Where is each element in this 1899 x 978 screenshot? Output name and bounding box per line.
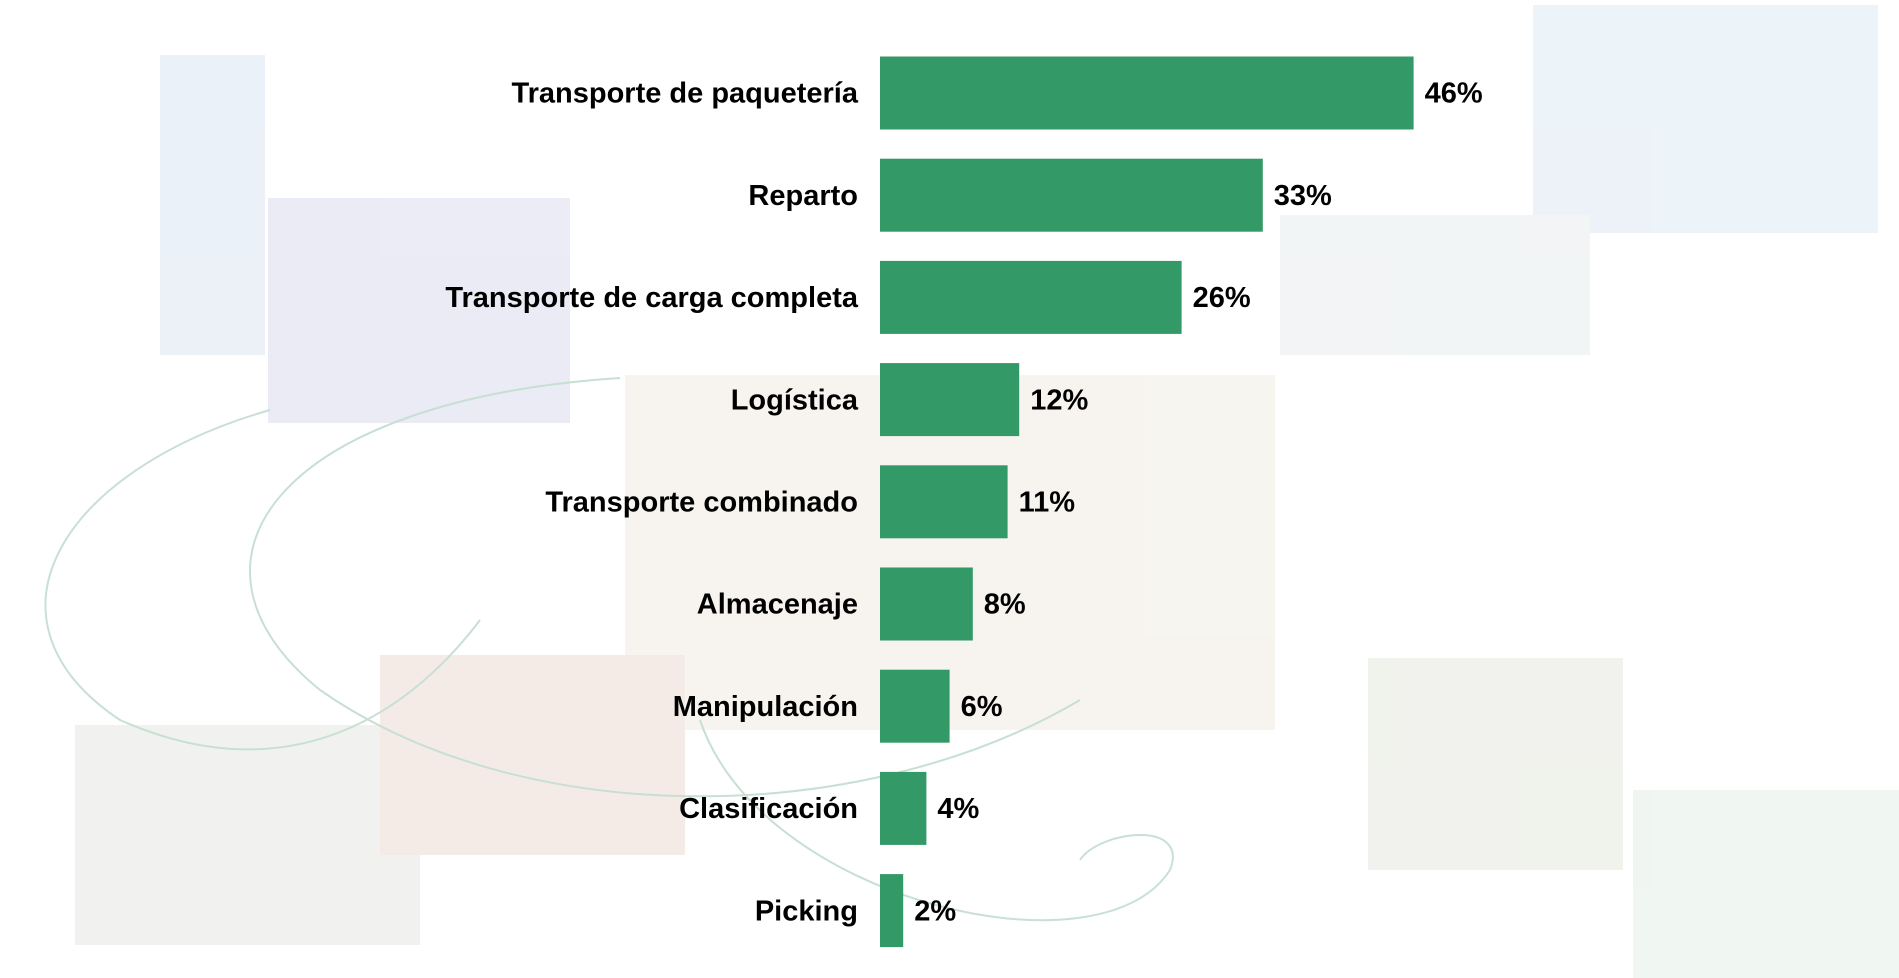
category-label: Manipulación <box>673 691 858 723</box>
category-label: Transporte combinado <box>545 486 858 518</box>
value-label: 4% <box>937 793 979 825</box>
photo-road <box>1633 790 1899 978</box>
bar <box>880 158 1263 232</box>
photo-ship <box>1533 5 1878 233</box>
category-label: Almacenaje <box>697 589 858 621</box>
value-label: 33% <box>1274 180 1332 212</box>
bar <box>880 465 1008 539</box>
bar <box>880 669 950 743</box>
value-label: 6% <box>961 691 1003 723</box>
bar <box>880 56 1414 130</box>
bar <box>880 874 904 948</box>
photo-truck <box>268 198 570 423</box>
category-label: Logística <box>731 384 859 416</box>
decorative-curve <box>699 719 1174 922</box>
photo-truck <box>1368 658 1623 870</box>
value-label: 26% <box>1193 282 1251 314</box>
value-label: 12% <box>1030 384 1088 416</box>
bar <box>880 771 927 845</box>
decorative-curve <box>44 409 481 751</box>
value-label: 46% <box>1425 78 1483 110</box>
bar <box>880 260 1182 334</box>
bar <box>880 567 973 641</box>
value-label: 11% <box>1019 486 1076 518</box>
category-label: Transporte de carga completa <box>445 282 858 314</box>
decorative-curve <box>249 377 1081 798</box>
category-label: Picking <box>755 895 858 927</box>
bar <box>880 363 1020 437</box>
photo-truck <box>160 55 265 355</box>
background-decoration <box>44 5 1899 978</box>
category-label: Clasificación <box>679 793 858 825</box>
category-label: Transporte de paquetería <box>512 78 859 110</box>
value-label: 2% <box>914 895 956 927</box>
photo-train <box>380 655 685 855</box>
value-label: 8% <box>984 589 1026 621</box>
photo-train <box>75 725 420 945</box>
category-label: Reparto <box>748 180 858 212</box>
photo-ship <box>1280 215 1590 355</box>
